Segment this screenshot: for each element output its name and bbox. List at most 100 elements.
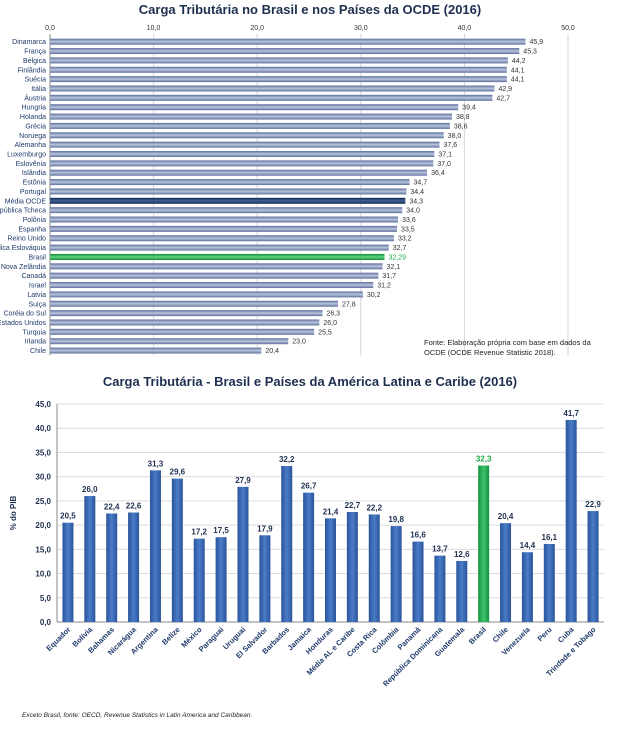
value-label: 30,2 xyxy=(367,292,381,299)
value-label: 45,9 xyxy=(530,39,544,46)
category-label: Bélgica xyxy=(23,58,46,65)
y-tick-label: 20,0 xyxy=(35,521,51,530)
bar xyxy=(50,244,389,251)
category-label: Islândia xyxy=(22,170,46,177)
value-label: 17,5 xyxy=(213,526,229,535)
value-label: 37,1 xyxy=(438,152,452,159)
category-label: Canadá xyxy=(21,273,46,280)
category-label: Estônia xyxy=(23,180,46,187)
bar xyxy=(50,104,459,111)
category-label: Israel xyxy=(29,283,47,290)
y-tick-label: 40,0 xyxy=(35,424,51,433)
value-label: 31,2 xyxy=(377,283,391,290)
bar xyxy=(543,544,555,622)
value-label: 36,4 xyxy=(431,170,445,177)
bar xyxy=(50,310,323,317)
value-label: 31,7 xyxy=(382,273,396,280)
bar xyxy=(50,225,398,232)
bar xyxy=(50,169,428,176)
x-tick-label: 30,0 xyxy=(354,25,368,32)
bar xyxy=(50,48,520,55)
bar xyxy=(50,272,379,279)
bar xyxy=(50,94,493,101)
category-label: Luxemburgo xyxy=(7,152,46,159)
value-label: 32,29 xyxy=(389,254,407,261)
bar xyxy=(84,496,96,622)
bar xyxy=(50,300,339,307)
value-label: 22,4 xyxy=(104,502,120,511)
category-label: Reino Unido xyxy=(7,236,46,243)
chart2-title: Carga Tributária - Brasil e Países da Am… xyxy=(102,374,518,389)
value-label: 33,2 xyxy=(398,236,412,243)
value-label: 38,0 xyxy=(448,133,462,140)
bar xyxy=(50,328,315,335)
bar xyxy=(237,486,249,622)
bar xyxy=(215,537,227,622)
value-label: 17,9 xyxy=(257,524,273,533)
x-tick-label: 10,0 xyxy=(147,25,161,32)
value-label: 42,7 xyxy=(496,95,510,102)
category-label: Itália xyxy=(31,86,46,93)
oecd-bar-chart: 0,0 10,0 20,0 30,0 40,0 50,0 Dinamarca 45,9 Fran… xyxy=(0,25,575,356)
bar xyxy=(50,160,434,167)
category-label: Áustria xyxy=(24,93,46,102)
value-label: 44,1 xyxy=(511,77,525,84)
value-label: 16,6 xyxy=(410,531,426,540)
bar xyxy=(478,465,490,622)
bar xyxy=(50,197,406,204)
value-label: 19,8 xyxy=(388,515,404,524)
category-label: Suécia xyxy=(25,77,47,84)
category-label: Holanda xyxy=(20,114,46,121)
y-tick-label: 0,0 xyxy=(40,618,52,627)
category-label: Coréia do Sul xyxy=(4,311,47,318)
bar xyxy=(50,188,407,195)
chart1-title: Carga Tributária no Brasil e nos Países … xyxy=(138,2,482,17)
value-label: 23,0 xyxy=(292,339,306,346)
category-label: Turquia xyxy=(23,329,47,336)
bar xyxy=(368,514,380,622)
value-label: 44,1 xyxy=(511,67,525,74)
value-label: 44,2 xyxy=(512,58,526,65)
bar xyxy=(434,555,446,622)
y-tick-label: 45,0 xyxy=(35,400,51,409)
bar xyxy=(149,470,161,622)
category-label: Estados Unidos xyxy=(0,320,46,327)
value-label: 16,1 xyxy=(542,533,558,542)
x-tick-label: 20,0 xyxy=(250,25,264,32)
y-axis-title: % do PIB xyxy=(9,495,18,530)
bar xyxy=(303,492,315,622)
bar xyxy=(62,522,74,622)
x-tick-label: 40,0 xyxy=(458,25,472,32)
value-label: 38,8 xyxy=(456,114,470,121)
category-label: Brasil xyxy=(28,254,46,261)
category-label: Peru xyxy=(536,625,554,643)
y-tick-label: 35,0 xyxy=(35,448,51,457)
value-label: 22,9 xyxy=(585,500,601,509)
category-label: Portugal xyxy=(20,189,47,196)
value-label: 17,2 xyxy=(191,528,207,537)
category-label: Finlândia xyxy=(18,67,47,74)
bar xyxy=(346,512,358,622)
value-label: 37,0 xyxy=(437,161,451,168)
bar xyxy=(325,518,336,622)
bar xyxy=(193,538,205,622)
value-label: 41,7 xyxy=(563,409,579,418)
category-label: Suiça xyxy=(28,301,46,308)
y-tick-label: 10,0 xyxy=(35,570,51,579)
category-label: Latvia xyxy=(27,292,46,299)
value-label: 25,5 xyxy=(318,329,332,336)
bar xyxy=(281,466,293,622)
value-label: 26,7 xyxy=(301,482,317,491)
category-label: França xyxy=(24,49,46,56)
category-label: República Eslováquia xyxy=(0,245,46,252)
category-label: Eslovênia xyxy=(16,161,46,168)
value-label: 34,0 xyxy=(406,208,420,215)
bar xyxy=(50,253,385,260)
value-label: 33,6 xyxy=(402,217,416,224)
bar xyxy=(50,76,507,83)
y-tick-label: 25,0 xyxy=(35,497,51,506)
x-tick-label: 50,0 xyxy=(561,25,575,32)
bar xyxy=(50,141,440,148)
bar xyxy=(50,113,452,120)
